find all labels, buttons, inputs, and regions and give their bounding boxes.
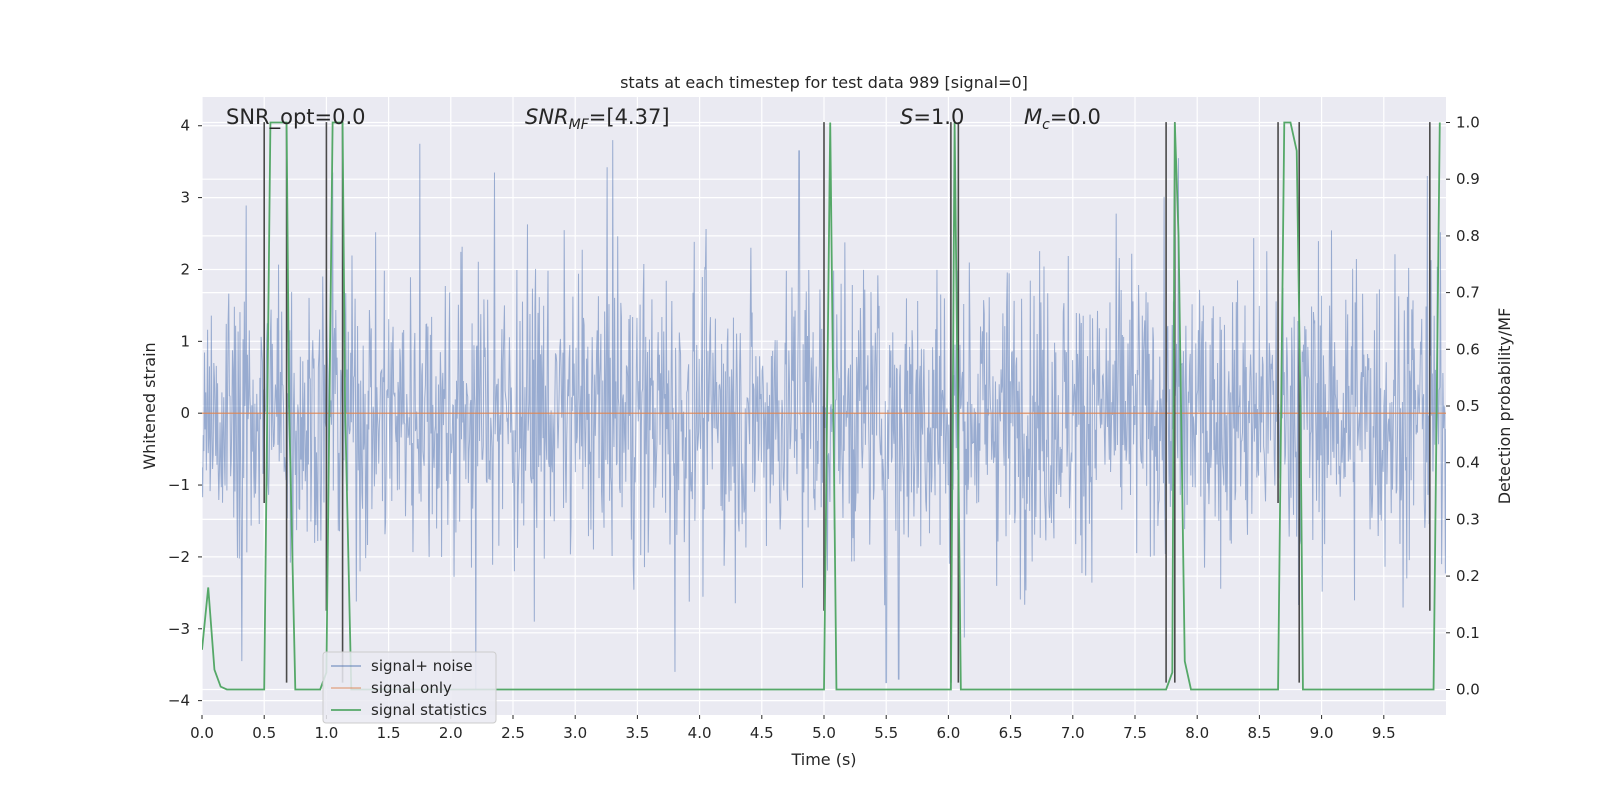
x-tick-label: 6.0 [936, 724, 960, 742]
x-tick-label: 8.0 [1185, 724, 1209, 742]
y-tick-label: 3 [180, 189, 190, 207]
series-layer [202, 121, 1446, 691]
x-tick-label: 0.5 [252, 724, 276, 742]
x-tick-label: 5.0 [812, 724, 836, 742]
x-tick-label: 3.0 [563, 724, 587, 742]
y-tick-label: −1 [168, 476, 190, 494]
x-tick-label: 9.0 [1310, 724, 1334, 742]
y2-tick-label: 0.8 [1456, 227, 1480, 245]
annotation-snr-mf: SNRMF=[4.37] [525, 105, 670, 133]
annotation-mc: Mc=0.0 [1024, 105, 1101, 133]
x-tick-label: 8.5 [1247, 724, 1271, 742]
y2-axis-ticks: 0.0 0.1 0.2 0.3 0.4 0.5 0.6 0.7 0.8 0.9 1.0 [1446, 114, 1480, 698]
annotation-mc-subscript: c [1042, 117, 1050, 133]
y2-tick-label: 1.0 [1456, 114, 1480, 132]
y2-tick-label: 0.4 [1456, 454, 1480, 472]
x-axis-label: Time (s) [790, 750, 856, 769]
y-axis-label: Whitened strain [140, 342, 159, 469]
y2-tick-label: 0.9 [1456, 170, 1480, 188]
annotation-snr-opt: SNR_opt=0.0 [226, 105, 366, 130]
y-tick-label: −4 [168, 692, 190, 710]
y2-tick-label: 0.7 [1456, 284, 1480, 302]
annotation-mc-value: =0.0 [1050, 105, 1101, 129]
y-tick-label: 1 [180, 332, 190, 350]
x-tick-label: 4.5 [750, 724, 774, 742]
annotation-s-value: =1.0 [913, 105, 964, 129]
x-tick-label: 1.5 [377, 724, 401, 742]
x-tick-label: 5.5 [874, 724, 898, 742]
x-tick-label: 7.0 [1061, 724, 1085, 742]
annotation-s: S=1.0 [900, 105, 964, 129]
x-tick-label: 9.5 [1372, 724, 1396, 742]
y2-tick-label: 0.0 [1456, 680, 1480, 698]
x-tick-label: 3.5 [625, 724, 649, 742]
x-tick-label: 6.5 [999, 724, 1023, 742]
legend-label-signal-statistics: signal statistics [371, 701, 487, 719]
annotation-snr-mf-subscript: MF [569, 117, 590, 133]
series-signal-statistics [202, 121, 1441, 691]
y2-tick-label: 0.1 [1456, 624, 1480, 642]
y-tick-label: 4 [180, 117, 190, 135]
y-tick-label: −3 [168, 620, 190, 638]
x-tick-label: 0.0 [190, 724, 214, 742]
x-tick-label: 1.0 [314, 724, 338, 742]
annotation-snr-mf-symbol: SNR [525, 105, 569, 129]
legend-label-signal-noise: signal+ noise [371, 657, 473, 675]
annotation-s-symbol: S [900, 105, 913, 129]
y2-tick-label: 0.6 [1456, 340, 1480, 358]
y2-tick-label: 0.2 [1456, 567, 1480, 585]
y-axis-ticks: −4 −3 −2 −1 0 1 2 3 4 [168, 117, 202, 710]
annotation-mc-symbol: M [1024, 105, 1042, 129]
x-tick-label: 2.5 [501, 724, 525, 742]
x-tick-label: 2.0 [439, 724, 463, 742]
annotation-snr-mf-value: =[4.37] [589, 105, 670, 129]
chart-title: stats at each timestep for test data 989… [620, 73, 1028, 92]
y-tick-label: 0 [180, 404, 190, 422]
y2-tick-label: 0.5 [1456, 397, 1480, 415]
y2-axis-label: Detection probability/MF [1495, 308, 1514, 505]
legend: signal+ noise signal only signal statist… [322, 651, 497, 724]
x-axis-ticks: 0.0 0.5 1.0 1.5 2.0 2.5 3.0 3.5 4.0 4.5 5.0 5.5 6.0 6… [190, 715, 1396, 742]
legend-box [322, 651, 497, 724]
y2-tick-label: 0.3 [1456, 510, 1480, 528]
y-tick-label: 2 [180, 260, 190, 278]
y-tick-label: −2 [168, 548, 190, 566]
legend-label-signal-only: signal only [371, 679, 452, 697]
x-tick-label: 4.0 [688, 724, 712, 742]
x-tick-label: 7.5 [1123, 724, 1147, 742]
